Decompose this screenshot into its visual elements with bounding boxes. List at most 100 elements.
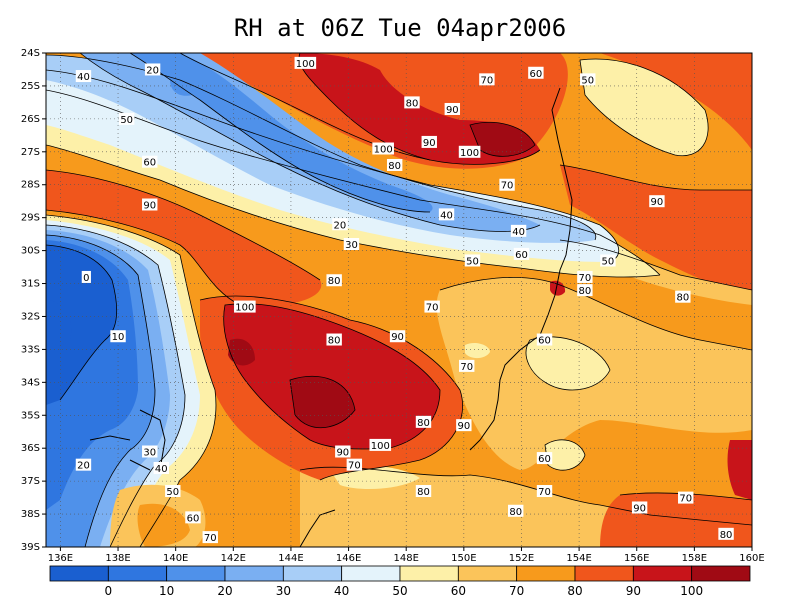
contour-label-box — [372, 142, 394, 155]
contour-label-box — [678, 491, 694, 504]
contour-label-box — [479, 73, 495, 86]
contour-label-box — [458, 145, 481, 158]
x-tick-label: 138E — [105, 553, 130, 564]
contour-label: 0 — [81, 270, 91, 284]
contour-line — [525, 336, 611, 391]
contour-label: 90 — [456, 419, 472, 432]
contour-label-box — [718, 527, 734, 540]
contour-label-box — [508, 504, 524, 517]
contour-label: 10 — [110, 330, 126, 343]
contour-label-text: 90 — [391, 332, 404, 343]
contour-label: 80 — [386, 158, 403, 172]
contour-label-text: 60 — [538, 336, 551, 347]
contour-line — [469, 121, 536, 157]
x-tick-label: 154E — [566, 553, 591, 564]
contour-label: 70 — [499, 178, 515, 192]
region-60b — [545, 439, 585, 471]
region-110-mid — [290, 376, 355, 428]
y-tick-label: 37S — [21, 476, 40, 487]
contour-label-text: 70 — [426, 303, 439, 314]
contour-label-text: 70 — [481, 75, 494, 86]
x-tick-label: 150E — [451, 553, 476, 564]
contour-label-box — [142, 155, 158, 168]
colorbar-swatch — [107, 565, 168, 582]
contour-label-text: 40 — [440, 210, 453, 221]
contour-label-box — [631, 501, 648, 514]
colorbar-swatch — [282, 565, 343, 582]
contour-label-text: 100 — [374, 145, 393, 156]
contour-label-box — [456, 419, 472, 432]
y-tick-label: 28S — [21, 180, 40, 191]
contour-label-box — [326, 274, 342, 287]
contour-line — [46, 244, 118, 401]
contour-label-text: 60 — [187, 513, 200, 524]
contour-label: 30 — [142, 445, 158, 458]
contour-label-text: 100 — [371, 441, 390, 452]
region-60c — [465, 342, 490, 359]
contour-label-box — [81, 270, 91, 283]
region-0-west2 — [46, 300, 72, 346]
contour-label-box — [499, 178, 515, 191]
contour-label-text: 40 — [155, 464, 168, 475]
map-grid — [46, 53, 752, 547]
contour-label: 40 — [438, 208, 455, 221]
contour-label-box — [464, 254, 481, 267]
contour-label-text: 70 — [204, 533, 217, 544]
contour-label-box — [142, 445, 158, 458]
colorbar-swatch — [516, 565, 576, 582]
contour-label-text: 100 — [460, 148, 479, 159]
contour-label-text: 100 — [296, 59, 315, 70]
colorbar-swatch — [166, 565, 226, 582]
contour-label-box — [389, 330, 406, 343]
contour-label-box — [343, 238, 360, 251]
contour-label: 20 — [75, 458, 92, 472]
colorbar-label: 100 — [680, 584, 703, 598]
contour-label-box — [513, 247, 530, 260]
contour-label: 90 — [649, 195, 665, 208]
y-tick-label: 34S — [21, 377, 40, 388]
contour-label-box — [369, 438, 392, 451]
contour-label: 50 — [464, 254, 481, 267]
contour-label: 90 — [335, 445, 351, 458]
region-100-spot — [550, 280, 566, 296]
x-tick-label: 136E — [48, 553, 73, 564]
contour-label-box — [415, 485, 432, 498]
contour-label: 80 — [326, 333, 342, 347]
x-tick-label: 158E — [682, 553, 707, 564]
region-80-sw — [137, 503, 190, 547]
contour-line — [544, 439, 586, 471]
contour-label-text: 80 — [676, 293, 689, 304]
contour-label: 20 — [144, 63, 161, 76]
contour-line — [579, 58, 709, 157]
contour-label-text: 50 — [581, 75, 594, 86]
contour-label-box — [202, 531, 218, 544]
y-tick-label: 27S — [21, 147, 40, 158]
contour-label-box — [577, 284, 593, 297]
contour-label: 70 — [678, 491, 694, 505]
contour-label: 50 — [580, 73, 596, 86]
y-tick-label: 30S — [21, 246, 40, 257]
contour-label-text: 50 — [466, 256, 479, 267]
contour-line — [439, 277, 752, 351]
contour-label-text: 90 — [143, 200, 156, 211]
contour-label-box — [185, 511, 201, 524]
contour-label: 90 — [631, 501, 648, 514]
colorbar-label: 20 — [217, 584, 232, 598]
x-tick-label: 140E — [163, 553, 188, 564]
contour-line — [46, 209, 241, 306]
contour-label-box — [424, 300, 440, 313]
colorbar-swatch — [341, 565, 401, 582]
colorbar-swatch — [691, 565, 751, 582]
contour-label: 90 — [389, 330, 406, 343]
contour-label: 70 — [536, 485, 553, 498]
contour-label: 60 — [536, 452, 553, 465]
y-tick-label: 24S — [21, 48, 40, 59]
contour-label-box — [234, 300, 256, 313]
region-110-north — [470, 122, 535, 157]
contour-label-text: 90 — [446, 105, 459, 116]
colorbar-label: 10 — [159, 584, 174, 598]
contour-line — [46, 234, 156, 547]
contour-label: 90 — [444, 102, 461, 116]
